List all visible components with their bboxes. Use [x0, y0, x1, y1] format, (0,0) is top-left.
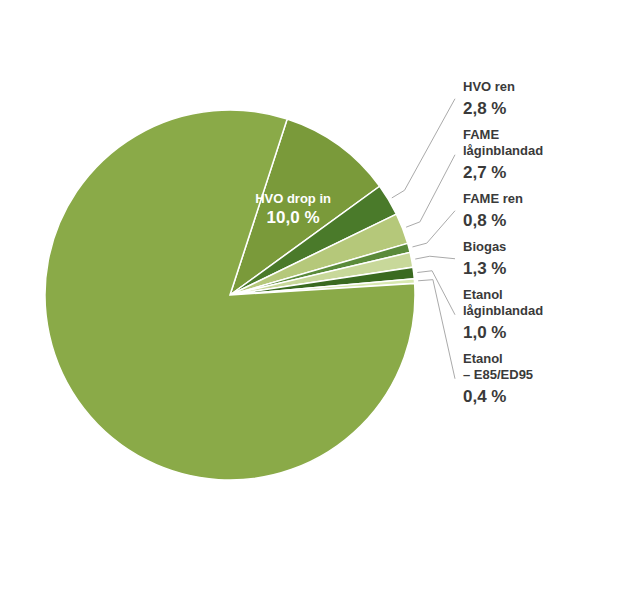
slice-label: HVO drop in	[255, 191, 331, 206]
leader-line	[418, 280, 455, 379]
data-label: 2,8 %	[463, 99, 506, 118]
slice-label: Etanollåginblandad	[463, 287, 543, 318]
slice-label: HVO ren	[463, 79, 515, 94]
slice-label-line: Biogas	[463, 239, 506, 254]
data-label: 0,8 %	[463, 211, 506, 230]
leader-line	[415, 256, 455, 259]
slices	[45, 110, 415, 480]
slice-label: FAMElåginblandad	[463, 127, 543, 158]
chart: HVO drop in10,0 %HVO ren2,8 %FAMElåginbl…	[0, 0, 628, 589]
slice-label: Biogas	[463, 239, 506, 254]
leader-line	[412, 211, 455, 247]
slice-label-line: Etanol	[463, 287, 503, 302]
leader-line	[406, 155, 455, 227]
labels: HVO drop in10,0 %HVO ren2,8 %FAMElåginbl…	[255, 79, 543, 406]
data-label: 1,0 %	[463, 323, 506, 342]
slice-label-line: Etanol	[463, 351, 503, 366]
slice-label-line: FAME ren	[463, 191, 523, 206]
slice-label-line: FAME	[463, 127, 499, 142]
data-label: 1,3 %	[463, 259, 506, 278]
slice-label: FAME ren	[463, 191, 523, 206]
slice-label-line: låginblandad	[463, 143, 543, 158]
slice-label-line: HVO drop in	[255, 191, 331, 206]
data-label: 10,0 %	[267, 208, 320, 227]
leader-line	[392, 99, 455, 198]
chart-container: HVO drop in10,0 %HVO ren2,8 %FAMElåginbl…	[0, 0, 628, 589]
slice-label-line: HVO ren	[463, 79, 515, 94]
slice-label-line: låginblandad	[463, 303, 543, 318]
data-label: 2,7 %	[463, 163, 506, 182]
slice-label: Etanol– E85/ED95	[463, 351, 533, 382]
slice-label-line: – E85/ED95	[463, 367, 533, 382]
pie-slice	[45, 110, 415, 480]
data-label: 0,4 %	[463, 387, 506, 406]
leader-lines	[392, 99, 455, 379]
